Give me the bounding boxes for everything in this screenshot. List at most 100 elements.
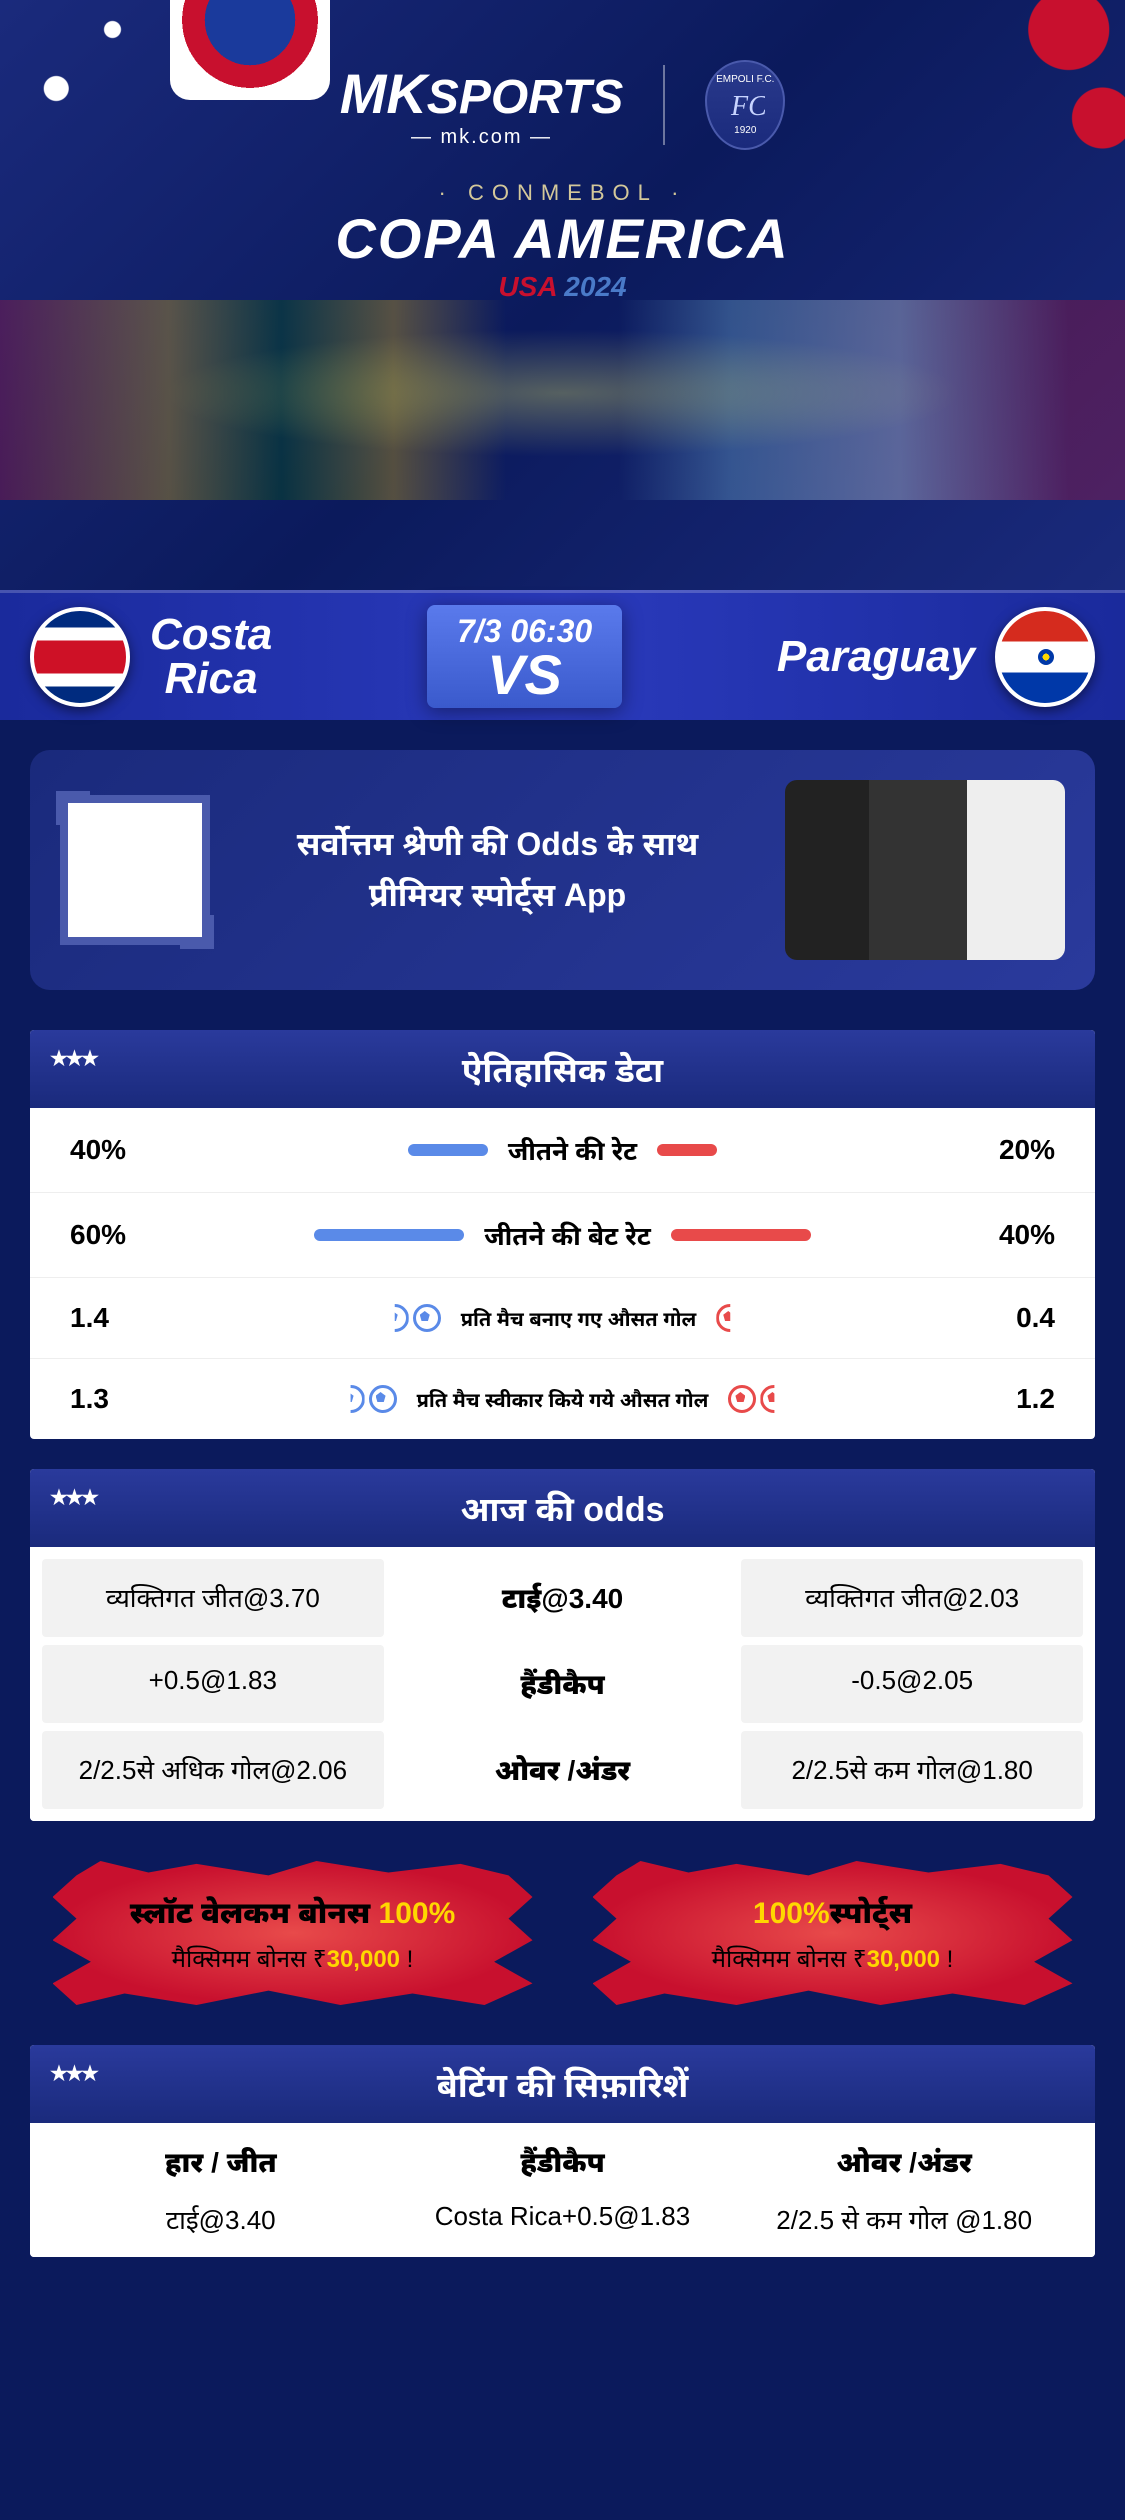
bonus-card-sports[interactable]: 100%स्पोर्ट्स मैक्सिमम बोनस ₹30,000 !: [593, 1861, 1073, 2005]
rec-value[interactable]: टाई@3.40: [50, 2201, 392, 2237]
stat-bar-left: [314, 1229, 464, 1241]
stat-label: प्रति मैच स्वीकार किये गये औसत गोल: [417, 1386, 709, 1413]
history-section: ऐतिहासिक डेटा 40% जीतने की रेट 20% 60% ज…: [30, 1030, 1095, 1439]
bonus-1-title-pre: स्लॉट वेलकम बोनस: [130, 1897, 379, 1930]
stat-bar-left: [408, 1144, 488, 1156]
team-a-block[interactable]: CostaRica: [30, 607, 272, 707]
hero-banner: MK SPORTS — mk.com — EMPOLI F.C. FC 1920…: [0, 0, 1125, 590]
odds-category-label: ओवर /अंडर: [392, 1731, 734, 1809]
tournament-badge-icon: [170, 0, 330, 100]
history-title: ऐतिहासिक डेटा: [30, 1030, 1095, 1108]
stat-label: प्रति मैच बनाए गए औसत गोल: [461, 1305, 697, 1332]
odds-value[interactable]: -0.5@2.05: [741, 1645, 1083, 1723]
ball-icon: [369, 1385, 397, 1413]
logo-divider: [663, 65, 665, 145]
bonus-1-sub-pre: मैक्सिमम बोनस ₹: [172, 1946, 327, 1973]
rec-value[interactable]: 2/2.5 से कम गोल @1.80: [733, 2201, 1075, 2237]
partner-name: EMPOLI F.C.: [716, 74, 774, 85]
stat-value-right: 40%: [935, 1219, 1055, 1251]
brand-logo[interactable]: MK SPORTS — mk.com —: [340, 61, 624, 149]
logo-subtitle: — mk.com —: [411, 126, 552, 149]
bonus-1-pct: 100%: [379, 1897, 456, 1930]
odds-category-label: टाई@3.40: [392, 1559, 734, 1637]
team-b-block[interactable]: Paraguay: [777, 607, 1095, 707]
bonus-row: स्लॉट वेलकम बोनस 100% मैक्सिमम बोनस ₹30,…: [30, 1861, 1095, 2005]
partner-badge: EMPOLI F.C. FC 1920: [705, 60, 785, 150]
odds-value[interactable]: व्यक्तिगत जीत@3.70: [42, 1559, 384, 1637]
stat-row: 1.4 प्रति मैच बनाए गए औसत गोल 0.4: [30, 1278, 1095, 1359]
flag-paraguay-icon: [995, 607, 1095, 707]
recommendations-section: बेटिंग की सिफ़ारिशें हार / जीत टाई@3.40 …: [30, 2045, 1095, 2257]
odds-title: आज की odds: [30, 1469, 1095, 1547]
stat-label: जीतने की बेट रेट: [484, 1217, 651, 1253]
promo-text: सर्वोत्तम श्रेणी की Odds के साथ प्रीमियर…: [240, 819, 755, 921]
event-name: COPA AMERICA: [0, 206, 1125, 271]
stat-value-right: 0.4: [935, 1302, 1055, 1334]
event-org: · CONMEBOL ·: [0, 180, 1125, 206]
stat-center: प्रति मैच बनाए गए औसत गोल: [190, 1304, 935, 1332]
ball-half-icon: [716, 1304, 744, 1332]
bonus-1-sub-post: !: [400, 1946, 413, 1973]
odds-value[interactable]: +0.5@1.83: [42, 1645, 384, 1723]
svg-text:FC: FC: [730, 91, 765, 122]
logo-text: SPORTS: [427, 70, 624, 125]
partner-year: 1920: [734, 125, 756, 136]
team-b-name: Paraguay: [777, 635, 975, 679]
bonus-2-sub-pre: मैक्सिमम बोनस ₹: [712, 1946, 867, 1973]
event-title: · CONMEBOL · COPA AMERICA USA 2024: [0, 180, 1125, 303]
bonus-2-sub-post: !: [940, 1946, 953, 1973]
recs-title: बेटिंग की सिफ़ारिशें: [30, 2045, 1095, 2123]
rec-head: हैंडीकैप: [392, 2143, 734, 2181]
ball-icon: [728, 1385, 756, 1413]
stat-center: प्रति मैच स्वीकार किये गये औसत गोल: [190, 1385, 935, 1413]
promo-line-2: प्रीमियर स्पोर्ट्स App: [240, 870, 755, 921]
rec-column: हैंडीकैप Costa Rica+0.5@1.83: [392, 2143, 734, 2237]
rec-head: हार / जीत: [50, 2143, 392, 2181]
odds-value[interactable]: व्यक्तिगत जीत@2.03: [741, 1559, 1083, 1637]
phone-screenshots-image: [785, 780, 1065, 960]
odds-value[interactable]: 2/2.5से कम गोल@1.80: [741, 1731, 1083, 1809]
odds-grid: व्यक्तिगत जीत@3.70टाई@3.40व्यक्तिगत जीत@…: [30, 1547, 1095, 1821]
flag-costa-rica-icon: [30, 607, 130, 707]
footer-decoration: [0, 2317, 1125, 2377]
bonus-1-amt: 30,000: [327, 1946, 400, 1973]
ball-half-icon: [337, 1385, 365, 1413]
rec-head: ओवर /अंडर: [733, 2143, 1075, 2181]
vs-label: VS: [457, 650, 592, 700]
ball-half-icon: [760, 1385, 788, 1413]
stat-row: 40% जीतने की रेट 20%: [30, 1108, 1095, 1193]
stat-value-left: 1.4: [70, 1302, 190, 1334]
content-area: सर्वोत्तम श्रेणी की Odds के साथ प्रीमियर…: [0, 720, 1125, 2317]
rec-column: ओवर /अंडर 2/2.5 से कम गोल @1.80: [733, 2143, 1075, 2237]
bonus-2-title-post: स्पोर्ट्स: [830, 1897, 912, 1930]
stat-bar-right: [671, 1229, 811, 1241]
logo-row: MK SPORTS — mk.com — EMPOLI F.C. FC 1920: [0, 0, 1125, 150]
event-host: USA: [498, 271, 556, 302]
stat-value-left: 1.3: [70, 1383, 190, 1415]
event-year: 2024: [564, 271, 626, 302]
recs-grid: हार / जीत टाई@3.40 हैंडीकैप Costa Rica+0…: [30, 2123, 1095, 2257]
odds-section: आज की odds व्यक्तिगत जीत@3.70टाई@3.40व्य…: [30, 1469, 1095, 1821]
odds-value[interactable]: 2/2.5से अधिक गोल@2.06: [42, 1731, 384, 1809]
bonus-2-amt: 30,000: [867, 1946, 940, 1973]
stat-center: जीतने की बेट रेट: [190, 1217, 935, 1253]
qr-code-icon[interactable]: [60, 795, 210, 945]
logo-prefix: MK: [340, 61, 427, 126]
partner-crest-icon: FC: [725, 85, 765, 125]
bonus-2-pct: 100%: [753, 1897, 830, 1930]
team-a-name: CostaRica: [150, 613, 272, 701]
stat-row: 1.3 प्रति मैच स्वीकार किये गये औसत गोल 1…: [30, 1359, 1095, 1439]
ball-half-icon: [381, 1304, 409, 1332]
stat-center: जीतने की रेट: [190, 1132, 935, 1168]
match-time-block: 7/3 06:30 VS: [427, 605, 622, 708]
stat-value-right: 20%: [935, 1134, 1055, 1166]
stat-value-left: 40%: [70, 1134, 190, 1166]
stat-value-right: 1.2: [935, 1383, 1055, 1415]
stat-label: जीतने की रेट: [508, 1132, 637, 1168]
app-promo-banner[interactable]: सर्वोत्तम श्रेणी की Odds के साथ प्रीमियर…: [30, 750, 1095, 990]
trophy-glow: [0, 303, 1125, 483]
odds-category-label: हैंडीकैप: [392, 1645, 734, 1723]
bonus-card-slots[interactable]: स्लॉट वेलकम बोनस 100% मैक्सिमम बोनस ₹30,…: [53, 1861, 533, 2005]
match-bar: CostaRica 7/3 06:30 VS Paraguay: [0, 590, 1125, 720]
rec-value[interactable]: Costa Rica+0.5@1.83: [392, 2201, 734, 2232]
